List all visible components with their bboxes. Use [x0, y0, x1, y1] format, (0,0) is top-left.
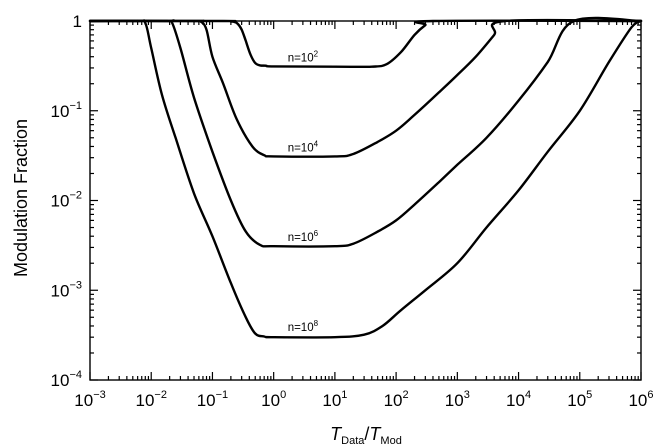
curve-annotations: n=102 n=104 n=106 n=108 [288, 50, 319, 334]
y-tick-label: 10−3 [51, 279, 82, 300]
x-tick-label: 100 [261, 389, 286, 410]
y-tick-label: 10−2 [51, 190, 82, 211]
x-tick-label: 102 [384, 389, 409, 410]
series-line-6 [88, 16, 643, 248]
series-annotation: n=104 [288, 139, 319, 154]
x-axis-label: TData/TMod [330, 424, 402, 446]
x-tick-label: 101 [322, 389, 347, 410]
series-line-4 [88, 18, 643, 158]
x-tick-label: 10−2 [135, 389, 166, 410]
y-tick-label: 10−4 [51, 369, 82, 390]
series-line-2 [88, 19, 643, 69]
plot-frame [89, 20, 642, 381]
y-tick-label: 1 [73, 12, 82, 31]
x-tick-label: 105 [567, 389, 592, 410]
series-line-8 [88, 19, 643, 339]
x-tick-label: 104 [506, 389, 531, 410]
x-tick-label: 103 [445, 389, 470, 410]
x-tick-label: 106 [628, 389, 653, 410]
x-tick-label: 10−1 [197, 389, 228, 410]
plot-curves [88, 16, 643, 339]
series-annotation: n=106 [288, 229, 319, 244]
series-annotation: n=102 [288, 50, 319, 65]
series-annotation: n=108 [288, 319, 319, 334]
y-axis-label: Modulation Fraction [11, 119, 31, 277]
x-tick-label: 10−3 [74, 389, 105, 410]
y-tick-label: 10−1 [51, 100, 82, 121]
plot-axes: 10−3 10−2 10−1 100 101 102 103 104 105 106 1 10−1 10… [51, 12, 654, 410]
